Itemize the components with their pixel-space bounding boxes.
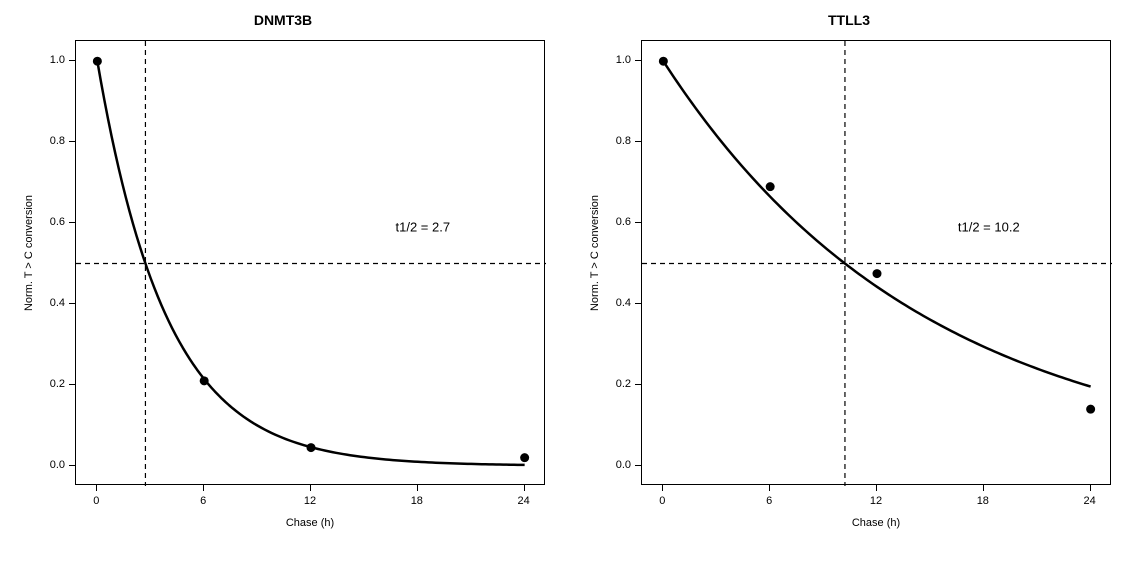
y-tick-label: 0.2 [35,378,65,390]
data-point [766,182,775,191]
panel-ttll3: TTLL3 Norm. T > C conversion Chase (h) t… [566,0,1132,563]
y-tick-label: 0.0 [35,459,65,471]
y-tick-mark [635,60,641,61]
x-tick-mark [96,485,97,491]
y-tick-mark [69,60,75,61]
x-tick-mark [983,485,984,491]
x-tick-label: 24 [518,495,530,507]
x-tick-mark [203,485,204,491]
panel-dnmt3b: DNMT3B Norm. T > C conversion Chase (h) … [0,0,566,563]
half-life-annotation: t1/2 = 2.7 [396,219,451,234]
x-tick-label: 18 [977,495,989,507]
plot-area [641,40,1111,485]
x-tick-label: 6 [200,495,206,507]
data-point [93,57,102,66]
x-axis-label: Chase (h) [75,517,545,529]
half-life-annotation: t1/2 = 10.2 [958,219,1020,234]
y-tick-label: 0.0 [601,459,631,471]
y-tick-label: 0.8 [35,135,65,147]
y-tick-mark [69,222,75,223]
x-tick-mark [769,485,770,491]
y-tick-label: 0.6 [601,216,631,228]
y-tick-mark [635,222,641,223]
y-tick-label: 1.0 [601,54,631,66]
y-tick-mark [635,384,641,385]
panel-title: DNMT3B [0,12,566,28]
x-tick-label: 18 [411,495,423,507]
panel-title: TTLL3 [566,12,1132,28]
x-tick-mark [876,485,877,491]
plot-area [75,40,545,485]
data-point [307,443,316,452]
y-tick-label: 0.4 [601,297,631,309]
x-tick-label: 12 [304,495,316,507]
x-tick-mark [310,485,311,491]
y-tick-label: 0.6 [35,216,65,228]
data-point [200,376,209,385]
y-axis-label: Norm. T > C conversion [23,173,35,333]
x-axis-label: Chase (h) [641,517,1111,529]
y-tick-label: 0.2 [601,378,631,390]
y-tick-label: 1.0 [35,54,65,66]
x-tick-mark [1090,485,1091,491]
y-axis-label: Norm. T > C conversion [589,173,601,333]
x-tick-label: 0 [659,495,665,507]
y-tick-mark [69,384,75,385]
y-tick-mark [635,465,641,466]
plot-svg [642,41,1112,486]
y-tick-mark [69,303,75,304]
y-tick-mark [69,141,75,142]
fit-curve [663,61,1090,386]
y-tick-label: 0.4 [35,297,65,309]
plot-svg [76,41,546,486]
data-point [1086,405,1095,414]
figure-row: DNMT3B Norm. T > C conversion Chase (h) … [0,0,1132,563]
y-tick-mark [69,465,75,466]
x-tick-label: 6 [766,495,772,507]
y-tick-mark [635,303,641,304]
x-tick-label: 12 [870,495,882,507]
data-point [873,269,882,278]
x-tick-mark [662,485,663,491]
data-point [520,453,529,462]
x-tick-mark [417,485,418,491]
data-point [659,57,668,66]
y-tick-mark [635,141,641,142]
y-tick-label: 0.8 [601,135,631,147]
x-tick-mark [524,485,525,491]
x-tick-label: 0 [93,495,99,507]
x-tick-label: 24 [1084,495,1096,507]
